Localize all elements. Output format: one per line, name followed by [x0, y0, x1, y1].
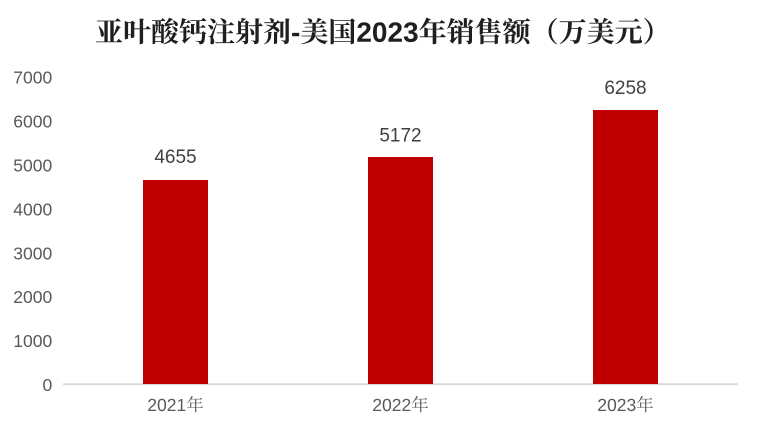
svg-text:0: 0	[42, 375, 52, 395]
svg-text:4000: 4000	[13, 199, 52, 219]
svg-text:6000: 6000	[13, 112, 52, 132]
svg-text:7000: 7000	[13, 68, 52, 88]
svg-text:5000: 5000	[13, 156, 52, 176]
svg-text:5172: 5172	[379, 126, 421, 147]
svg-text:2000: 2000	[13, 287, 52, 307]
svg-text:3000: 3000	[13, 243, 52, 263]
svg-text:1000: 1000	[13, 331, 52, 351]
svg-text:4655: 4655	[154, 147, 196, 168]
svg-text:6258: 6258	[604, 78, 646, 99]
